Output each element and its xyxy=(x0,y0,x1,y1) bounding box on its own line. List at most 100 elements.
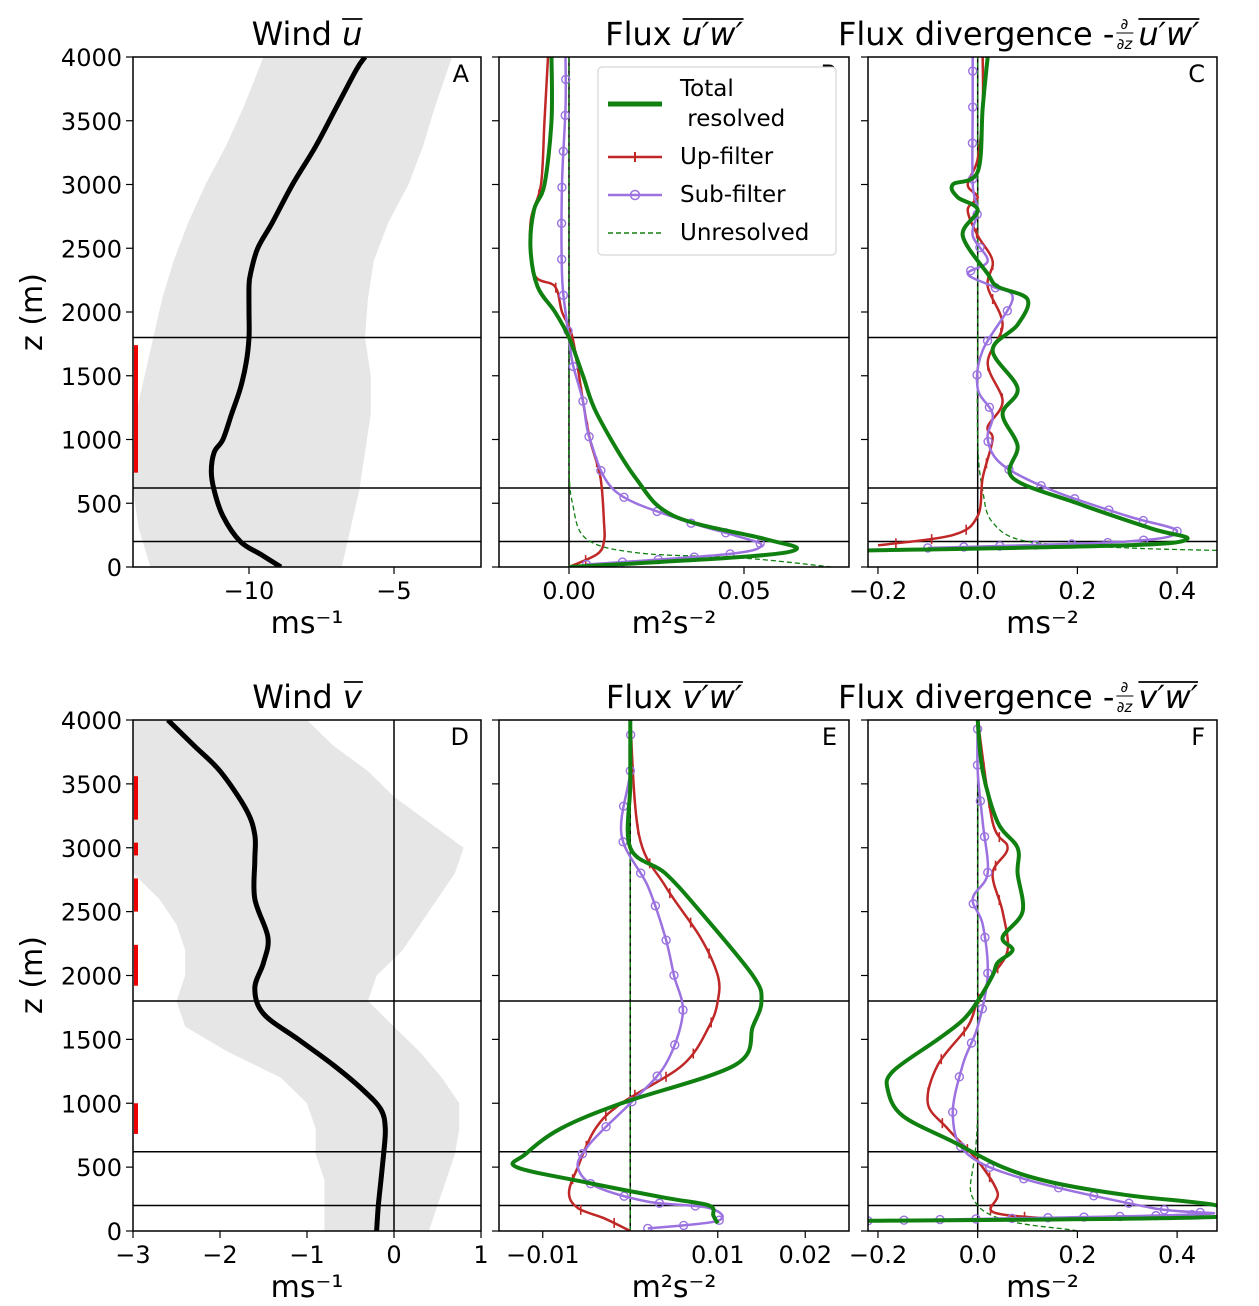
marker-sub-B xyxy=(578,396,588,406)
plot-area-A xyxy=(133,57,481,567)
series-up-C xyxy=(877,57,1004,547)
marker-sub-E xyxy=(654,1198,665,1208)
marker-sub-B xyxy=(619,492,629,503)
significance-bar-D-1 xyxy=(134,944,138,986)
title-text-D: Wind v xyxy=(252,678,363,716)
x-tick-label-D: 1 xyxy=(473,1241,488,1269)
marker-sub-B xyxy=(557,182,567,192)
marker-sub-C xyxy=(968,102,978,112)
y-tick-label-D: 4000 xyxy=(61,707,122,735)
panel-letter-A: A xyxy=(453,60,470,88)
z-axis-label-top: z (m) xyxy=(15,273,50,351)
panel-E: −0.01 0.01 0.02 m²s⁻² E Flux v′w′ xyxy=(492,678,850,1305)
marker-sub-E xyxy=(577,1149,588,1159)
y-tick-label-D: 1000 xyxy=(61,1090,122,1118)
marker-sub-B xyxy=(584,431,594,442)
marker-sub-E xyxy=(661,935,671,945)
series-sub-B xyxy=(560,57,763,566)
x-axis-label-E: m²s⁻² xyxy=(632,1270,717,1302)
x-tick-label-A: −5 xyxy=(376,577,411,605)
x-tick-label-D: −1 xyxy=(289,1241,324,1269)
series-sub-F xyxy=(868,720,1216,1223)
marker-sub-C xyxy=(967,138,978,148)
series-total-B xyxy=(528,57,799,567)
x-tick-label-D: 0 xyxy=(386,1241,401,1269)
marker-sub-B xyxy=(561,74,571,85)
y-tick-label-A: 2500 xyxy=(61,235,122,263)
x-axis-label-A: ms⁻¹ xyxy=(271,606,344,641)
title-sym-F: v′w′ xyxy=(1138,678,1198,716)
x-tick-label-D: −2 xyxy=(202,1241,237,1269)
y-tick-label-D: 3500 xyxy=(61,771,122,799)
marker-sub-C xyxy=(975,242,985,253)
x-tick-label-C: −0.2 xyxy=(849,577,907,605)
spread-band-A xyxy=(133,57,452,567)
z-axis-label-bottom: z (m) xyxy=(15,936,50,1014)
x-tick-label-C: 0.4 xyxy=(1158,577,1196,605)
y-tick-label-A: 1000 xyxy=(61,427,122,455)
x-tick-label-A: −10 xyxy=(224,577,275,605)
series-mean-D xyxy=(166,720,388,1231)
series-sub-E xyxy=(576,720,724,1230)
series-total-F xyxy=(868,720,1217,1223)
marker-sub-F xyxy=(1159,1205,1170,1215)
title-text-F: Flux divergence - xyxy=(838,678,1114,716)
y-tick-label-D: 2500 xyxy=(61,899,122,927)
panel-letter-D: D xyxy=(451,723,469,751)
significance-bar-D-4 xyxy=(134,776,138,820)
y-tick-label-A: 3000 xyxy=(61,172,122,200)
title-partial-F: ∂ xyxy=(1121,678,1129,696)
panel-C: −0.2 0.0 0.2 0.4 ms⁻² C Flux divergence - ∂ ∂z u′… xyxy=(838,15,1218,641)
legend-total-label-2: resolved xyxy=(680,106,785,132)
significance-bar-D-3 xyxy=(134,842,138,856)
marker-sub-C xyxy=(984,402,995,412)
panel-title-F: Flux divergence - ∂ ∂z v′w′ xyxy=(838,678,1199,716)
panel-title-B: Flux u′w′ xyxy=(605,15,744,53)
marker-sub-C xyxy=(966,266,976,276)
y-tick-label-A: 1500 xyxy=(61,363,122,391)
marker-sub-B xyxy=(596,465,606,476)
marker-sub-F xyxy=(966,1038,977,1048)
marker-sub-B xyxy=(557,254,567,264)
y-tick-label-D: 1500 xyxy=(61,1026,122,1054)
marker-sub-C xyxy=(972,370,982,380)
series-mean-A xyxy=(208,57,368,567)
marker-sub-F xyxy=(968,899,978,909)
panel-D: −3 −2 −1 0 1 0 500 1000 1500 2000 2500 3000 3500 4000… xyxy=(61,678,489,1305)
marker-sub-B xyxy=(558,146,569,157)
y-tick-label-A: 4000 xyxy=(61,44,122,72)
marker-sub-E xyxy=(619,1191,629,1201)
marker-sub-F xyxy=(977,1004,988,1014)
panel-title-E: Flux v′w′ xyxy=(606,678,743,716)
y-tick-label-A: 3500 xyxy=(61,108,122,136)
significance-bar-A-0 xyxy=(134,345,138,473)
x-tick-label-F: 0.0 xyxy=(959,1241,997,1269)
plot-area-E xyxy=(499,720,849,1231)
marker-sub-F xyxy=(979,832,990,842)
x-tick-label-C: 0.0 xyxy=(959,577,997,605)
marker-sub-E xyxy=(670,1040,680,1050)
marker-sub-C xyxy=(968,66,978,76)
title-text-C: Flux divergence - xyxy=(838,15,1114,53)
legend-total-label: Total xyxy=(679,76,734,102)
marker-sub-B xyxy=(568,361,579,372)
legend-unres-label: Unresolved xyxy=(680,220,809,246)
marker-sub-E xyxy=(650,901,661,911)
marker-sub-F xyxy=(954,1072,965,1082)
x-tick-label-E: −0.01 xyxy=(506,1241,580,1269)
marker-sub-E xyxy=(678,1005,688,1015)
panel-title-C: Flux divergence - ∂ ∂z u′w′ xyxy=(838,15,1200,53)
plot-area-D xyxy=(133,720,481,1231)
x-axis-label-F: ms⁻² xyxy=(1006,1270,1079,1302)
y-tick-label-D: 3000 xyxy=(61,835,122,863)
title-sym-C: u′w′ xyxy=(1138,15,1200,53)
x-tick-label-C: 0.2 xyxy=(1058,577,1096,605)
y-tick-label-A: 500 xyxy=(76,490,122,518)
legend-sub-marker xyxy=(629,189,641,201)
legend-sub-label: Sub-filter xyxy=(680,182,786,208)
x-tick-label-F: 0.2 xyxy=(1058,1241,1096,1269)
panel-title-A: Wind u xyxy=(252,15,363,53)
x-tick-label-F: −0.2 xyxy=(849,1241,907,1269)
